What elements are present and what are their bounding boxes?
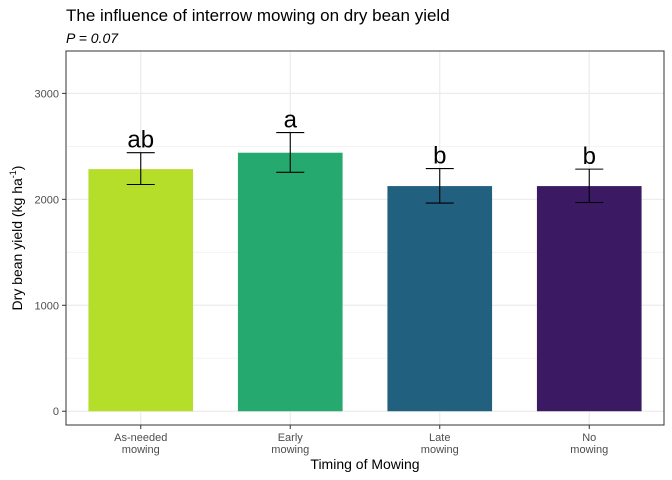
bars — [88, 152, 642, 412]
bar — [387, 186, 493, 412]
y-tick-label: 3000 — [35, 88, 59, 100]
bar — [536, 186, 642, 412]
error-bar — [126, 152, 155, 186]
y-tick-label: 1000 — [35, 300, 59, 312]
y-tick-label: 2000 — [35, 194, 59, 206]
panel-border — [65, 50, 665, 426]
error-bar — [425, 168, 454, 204]
x-tick-label-line2: mowing — [570, 444, 608, 456]
x-tick-label-line1: Early — [278, 432, 304, 444]
x-tick-label-line1: No — [582, 432, 596, 444]
y-axis-title: Dry bean yield (kg ha-1) — [8, 166, 25, 311]
bar — [88, 169, 194, 412]
x-axis-title: Timing of Mowing — [310, 456, 419, 472]
error-bar — [575, 168, 604, 204]
y-axis-title-main: Dry bean yield (kg ha — [9, 178, 25, 311]
y-tick-label: 0 — [53, 406, 59, 418]
x-tick-label-line1: As-needed — [114, 432, 167, 444]
error-bar — [276, 132, 305, 173]
chart-title: The influence of interrow mowing on dry … — [66, 6, 450, 25]
y-axis-title-suffix: ) — [9, 166, 25, 171]
significance-letter: b — [583, 143, 596, 170]
significance-letter: b — [433, 143, 446, 170]
y-axis: 0 1000 2000 3000 — [35, 88, 66, 418]
chart-subtitle: P = 0.07 — [66, 30, 119, 46]
x-tick-label-line2: mowing — [421, 444, 459, 456]
error-bars — [126, 132, 604, 204]
bar — [237, 152, 343, 412]
x-tick-label-line2: mowing — [122, 444, 160, 456]
x-tick-label-line1: Late — [429, 432, 450, 444]
significance-letter: a — [284, 107, 298, 134]
significance-letter: ab — [127, 127, 154, 154]
x-axis: As-neededmowingEarlymowingLatemowingNomo… — [114, 425, 608, 456]
y-axis-title-superscript: -1 — [8, 170, 18, 178]
x-tick-label-line2: mowing — [271, 444, 309, 456]
